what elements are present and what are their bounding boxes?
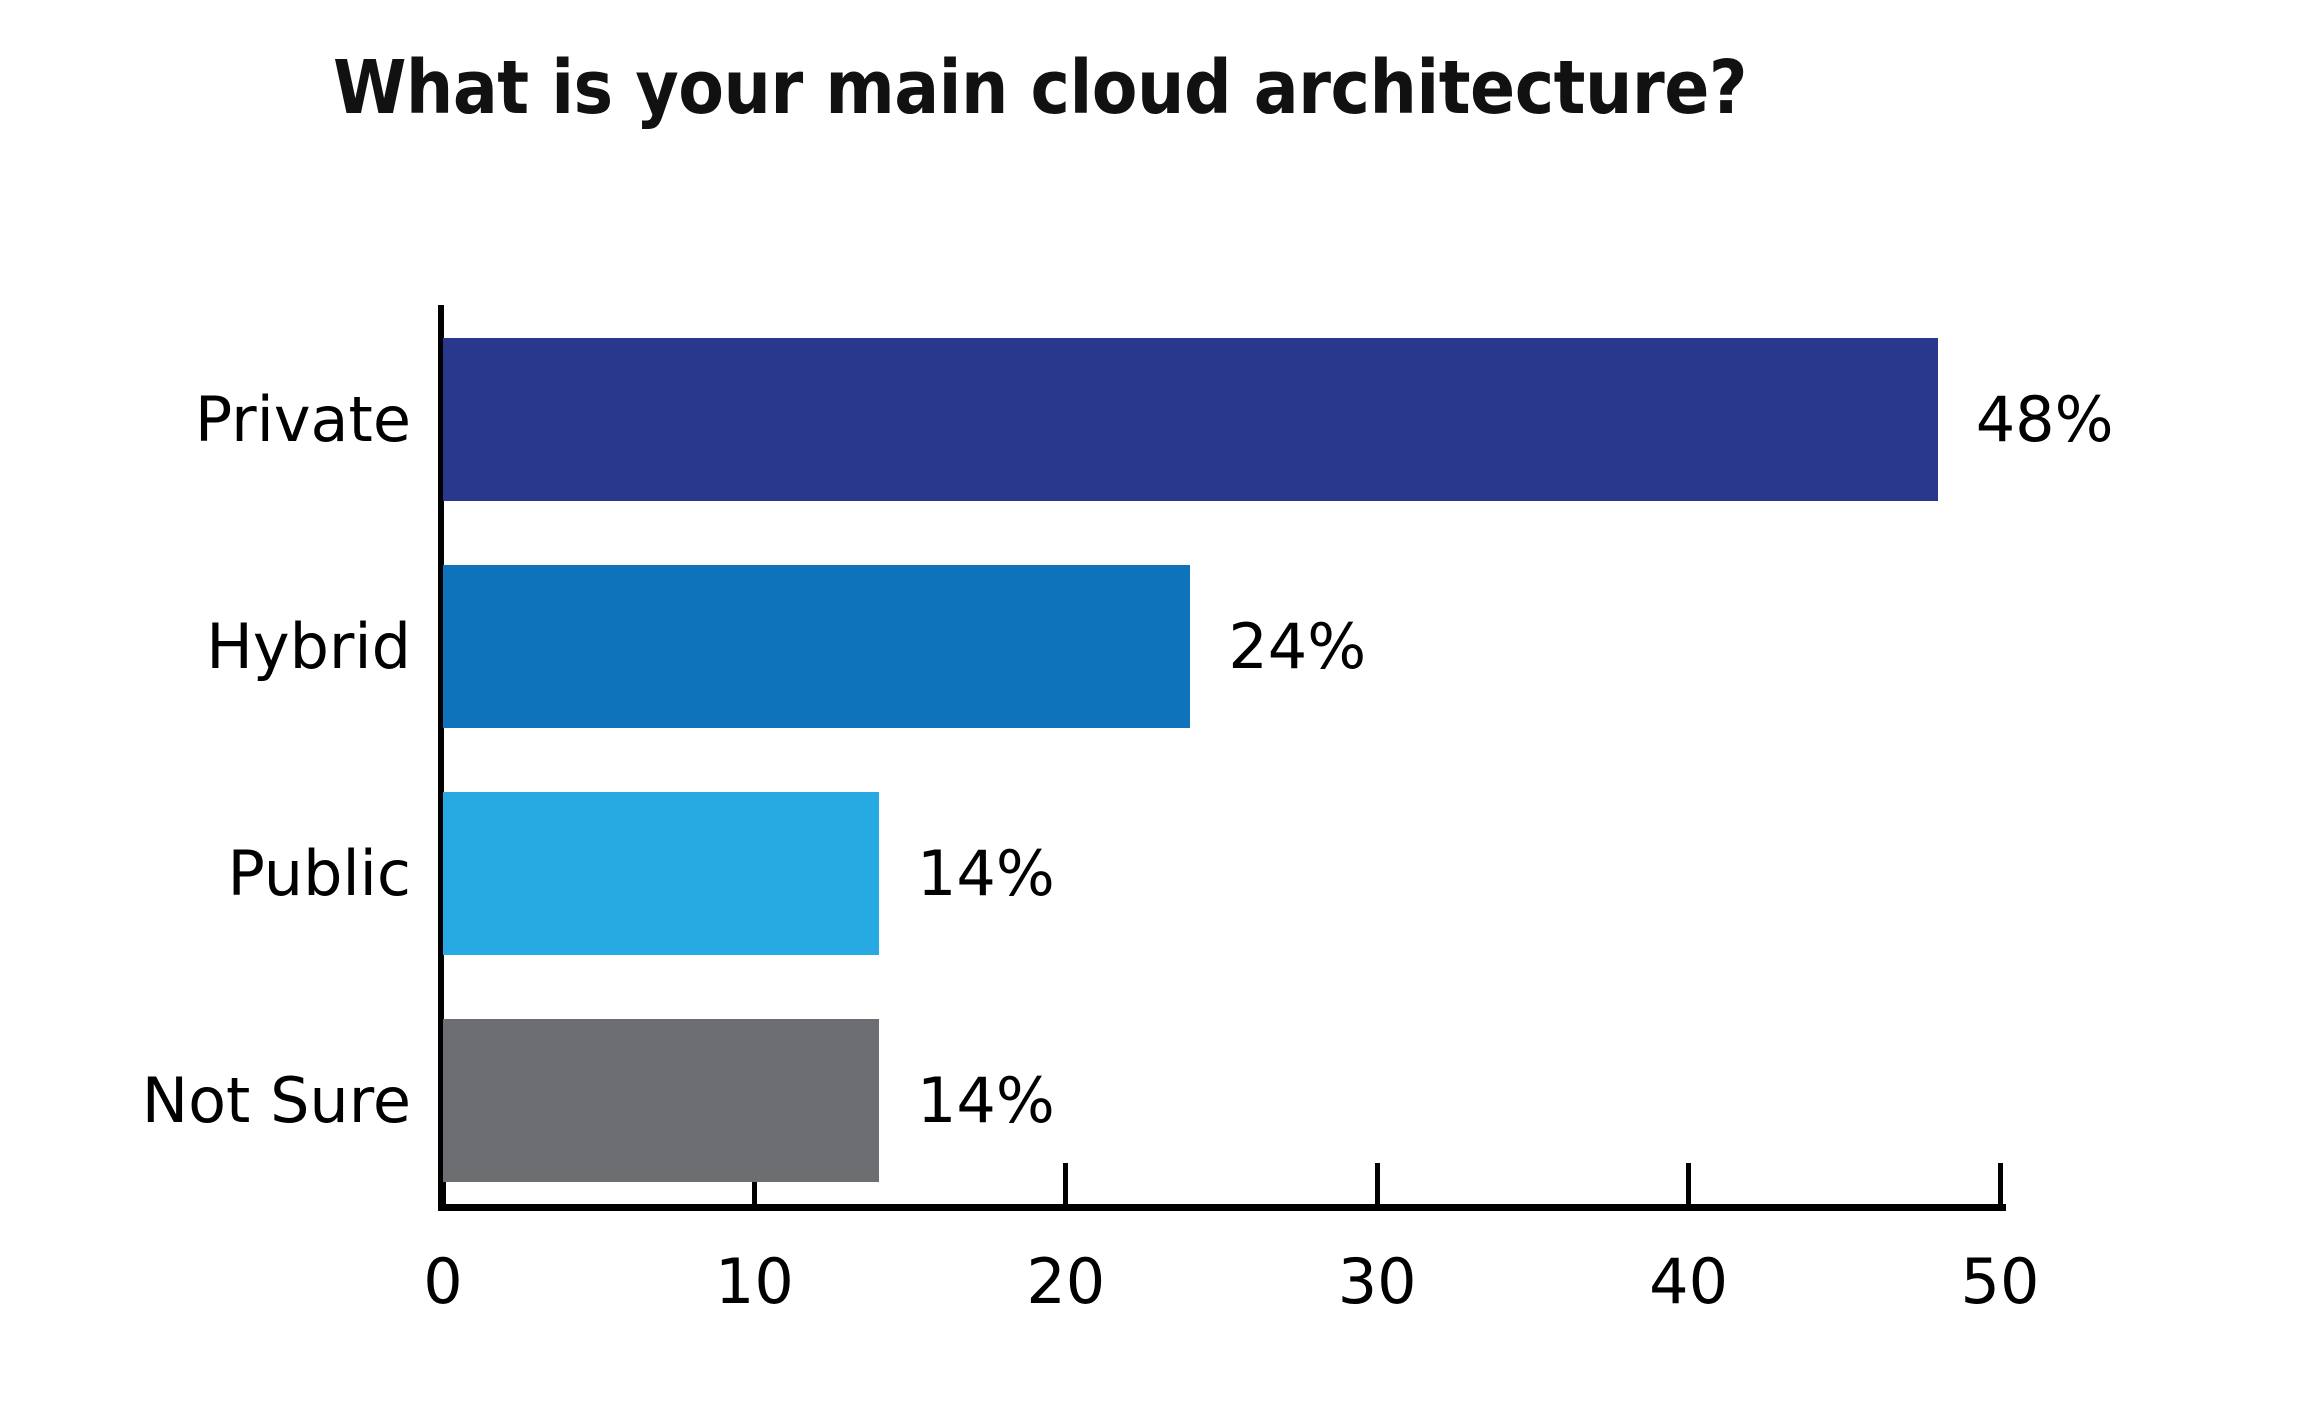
x-axis-tick — [1997, 1163, 2003, 1205]
x-axis-tick-label: 10 — [714, 1245, 794, 1318]
x-axis-line — [438, 1204, 2006, 1211]
x-axis-tick-label: 20 — [1026, 1245, 1106, 1318]
page-title: What is your main cloud architecture? — [332, 45, 1748, 131]
bar-value-label: 48% — [1975, 382, 2114, 456]
x-axis-tick-label: 50 — [1960, 1245, 2040, 1318]
bar-value-label: 14% — [916, 1063, 1055, 1137]
x-axis-tick-label: 0 — [423, 1245, 463, 1318]
category-label-hybrid: Hybrid — [206, 609, 411, 683]
y-axis-line — [438, 305, 444, 1205]
category-label-public: Public — [227, 836, 412, 910]
bar-not-sure[interactable] — [443, 1019, 879, 1182]
x-axis-tick — [1063, 1163, 1069, 1205]
category-label-private: Private — [194, 382, 411, 456]
bar-hybrid[interactable] — [443, 565, 1191, 728]
bar-row: 14% Not Sure — [142, 1019, 2000, 1182]
bar-value-label: 14% — [916, 836, 1055, 910]
x-axis-tick — [1686, 1163, 1692, 1205]
bar-public[interactable] — [443, 792, 879, 955]
bar-row: 24% Hybrid — [206, 565, 2000, 728]
x-axis-tick — [751, 1163, 757, 1205]
x-axis-tick-label: 40 — [1649, 1245, 1729, 1318]
bar-private[interactable] — [443, 338, 1938, 501]
x-axis-tick — [440, 1163, 446, 1205]
x-axis-tick-label: 30 — [1337, 1245, 1417, 1318]
x-axis-tick — [1374, 1163, 1380, 1205]
bar-row: 14% Public — [228, 792, 2000, 955]
bar-row: 48% Private — [195, 338, 2114, 501]
bar-value-label: 24% — [1228, 609, 1367, 683]
category-label-not-sure: Not Sure — [141, 1063, 411, 1137]
plot-area: 0 10 20 30 40 50 48% Private 24% Hybrid 14% Public… — [142, 305, 2114, 1313]
